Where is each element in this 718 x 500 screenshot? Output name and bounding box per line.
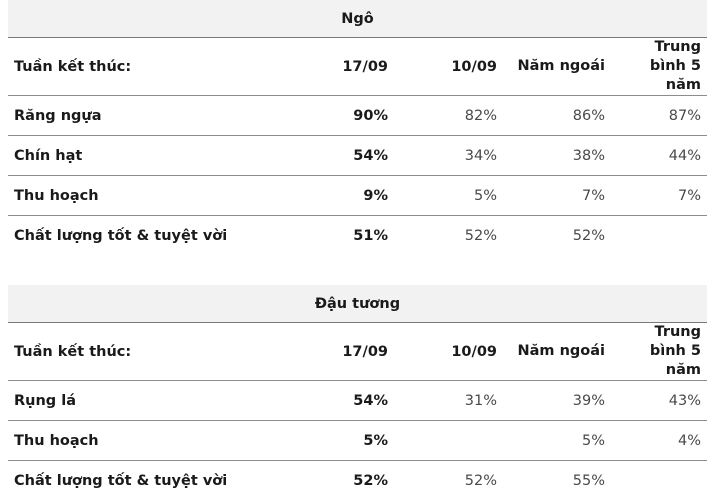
row-label: Thu hoạch [8, 176, 260, 216]
cell-last-year: 55% [503, 461, 611, 500]
cell-current: 90% [260, 96, 394, 136]
cell-previous [394, 421, 503, 461]
cell-5yr-avg [611, 461, 707, 500]
cell-5yr-avg: 7% [611, 176, 707, 216]
soybean-title: Đậu tương [8, 285, 707, 323]
cell-last-year: 38% [503, 136, 611, 176]
header-last-year: Năm ngoái [503, 38, 611, 96]
cell-5yr-avg: 43% [611, 381, 707, 421]
cell-previous: 34% [394, 136, 503, 176]
header-5yr-avg: Trung bình 5 năm [611, 323, 707, 381]
row-label: Răng ngựa [8, 96, 260, 136]
table-row: Rụng lá 54% 31% 39% 43% [8, 381, 707, 421]
row-label: Rụng lá [8, 381, 260, 421]
cell-5yr-avg: 87% [611, 96, 707, 136]
header-current: 17/09 [260, 323, 394, 381]
cell-current: 54% [260, 136, 394, 176]
row-label: Chín hạt [8, 136, 260, 176]
table-row: Thu hoạch 5% 5% 4% [8, 421, 707, 461]
row-label: Chất lượng tốt & tuyệt vời [8, 216, 260, 256]
table-row: Chín hạt 54% 34% 38% 44% [8, 136, 707, 176]
cell-previous: 52% [394, 216, 503, 256]
soybean-table: Tuần kết thúc: 17/09 10/09 Năm ngoái Tru… [8, 323, 707, 500]
row-label: Chất lượng tốt & tuyệt vời [8, 461, 260, 500]
corn-section: Ngô Tuần kết thúc: 17/09 10/09 Năm ngoái… [8, 0, 707, 255]
corn-title: Ngô [8, 0, 707, 38]
table-row: Chất lượng tốt & tuyệt vời 51% 52% 52% [8, 216, 707, 256]
cell-previous: 5% [394, 176, 503, 216]
cell-5yr-avg: 44% [611, 136, 707, 176]
cell-current: 9% [260, 176, 394, 216]
header-week: Tuần kết thúc: [8, 323, 260, 381]
cell-previous: 82% [394, 96, 503, 136]
corn-table: Tuần kết thúc: 17/09 10/09 Năm ngoái Tru… [8, 38, 707, 255]
table-header-row: Tuần kết thúc: 17/09 10/09 Năm ngoái Tru… [8, 38, 707, 96]
table-row: Chất lượng tốt & tuyệt vời 52% 52% 55% [8, 461, 707, 500]
cell-current: 5% [260, 421, 394, 461]
cell-previous: 31% [394, 381, 503, 421]
cell-current: 52% [260, 461, 394, 500]
soybean-section: Đậu tương Tuần kết thúc: 17/09 10/09 Năm… [8, 285, 707, 500]
header-current: 17/09 [260, 38, 394, 96]
cell-last-year: 5% [503, 421, 611, 461]
header-previous: 10/09 [394, 38, 503, 96]
row-label: Thu hoạch [8, 421, 260, 461]
header-last-year: Năm ngoái [503, 323, 611, 381]
cell-last-year: 86% [503, 96, 611, 136]
cell-previous: 52% [394, 461, 503, 500]
header-week: Tuần kết thúc: [8, 38, 260, 96]
cell-last-year: 39% [503, 381, 611, 421]
table-header-row: Tuần kết thúc: 17/09 10/09 Năm ngoái Tru… [8, 323, 707, 381]
table-row: Thu hoạch 9% 5% 7% 7% [8, 176, 707, 216]
cell-last-year: 52% [503, 216, 611, 256]
cell-current: 54% [260, 381, 394, 421]
table-row: Răng ngựa 90% 82% 86% 87% [8, 96, 707, 136]
cell-5yr-avg: 4% [611, 421, 707, 461]
cell-current: 51% [260, 216, 394, 256]
header-5yr-avg: Trung bình 5 năm [611, 38, 707, 96]
cell-5yr-avg [611, 216, 707, 256]
header-previous: 10/09 [394, 323, 503, 381]
cell-last-year: 7% [503, 176, 611, 216]
